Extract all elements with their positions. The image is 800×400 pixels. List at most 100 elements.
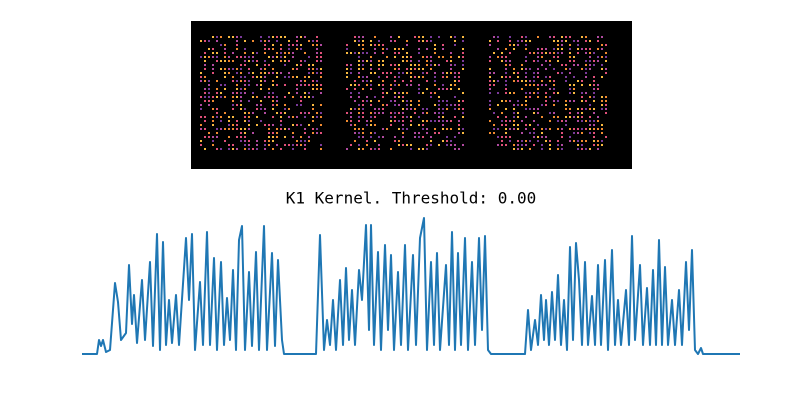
image-dot bbox=[366, 100, 368, 102]
image-dot bbox=[224, 76, 226, 78]
image-dot bbox=[434, 44, 436, 46]
image-dot bbox=[316, 72, 318, 74]
image-dot bbox=[446, 60, 448, 62]
image-dot bbox=[308, 136, 310, 138]
image-dot bbox=[378, 64, 380, 66]
image-dot bbox=[549, 148, 551, 150]
image-dot bbox=[268, 124, 270, 126]
image-dot bbox=[561, 128, 563, 130]
image-dot bbox=[426, 128, 428, 130]
image-dot bbox=[244, 128, 246, 130]
image-dot bbox=[208, 92, 210, 94]
image-dot bbox=[358, 56, 360, 58]
image-dot bbox=[553, 112, 555, 114]
image-dot bbox=[597, 88, 599, 90]
image-dot bbox=[228, 72, 230, 74]
image-dot bbox=[565, 64, 567, 66]
image-dot bbox=[300, 136, 302, 138]
image-dot bbox=[354, 84, 356, 86]
image-dot bbox=[208, 84, 210, 86]
image-dot bbox=[565, 120, 567, 122]
image-dot bbox=[549, 64, 551, 66]
image-dot bbox=[545, 48, 547, 50]
image-dot bbox=[236, 92, 238, 94]
image-dot bbox=[288, 144, 290, 146]
image-dot bbox=[264, 80, 266, 82]
image-dot bbox=[244, 48, 246, 50]
image-dot bbox=[493, 80, 495, 82]
image-dot bbox=[358, 148, 360, 150]
image-dot bbox=[394, 116, 396, 118]
image-dot bbox=[248, 72, 250, 74]
image-dot bbox=[505, 136, 507, 138]
image-dot bbox=[489, 92, 491, 94]
image-dot bbox=[362, 76, 364, 78]
image-dot bbox=[296, 144, 298, 146]
image-dot bbox=[236, 136, 238, 138]
image-dot bbox=[553, 100, 555, 102]
image-dot bbox=[300, 100, 302, 102]
image-dot bbox=[521, 40, 523, 42]
image-dot bbox=[272, 132, 274, 134]
image-dot bbox=[232, 100, 234, 102]
image-dot bbox=[268, 48, 270, 50]
image-dot bbox=[260, 40, 262, 42]
image-dot bbox=[284, 144, 286, 146]
image-dot bbox=[418, 88, 420, 90]
image-dot bbox=[220, 36, 222, 38]
image-dot bbox=[232, 116, 234, 118]
image-dot bbox=[573, 40, 575, 42]
image-dot bbox=[308, 96, 310, 98]
image-dot bbox=[256, 144, 258, 146]
image-dot bbox=[244, 140, 246, 142]
image-dot bbox=[418, 48, 420, 50]
image-dot bbox=[601, 56, 603, 58]
image-dot bbox=[276, 76, 278, 78]
image-dot bbox=[406, 56, 408, 58]
image-dot bbox=[366, 120, 368, 122]
image-dot bbox=[316, 132, 318, 134]
image-dot bbox=[422, 68, 424, 70]
image-dot bbox=[296, 48, 298, 50]
image-dot bbox=[264, 112, 266, 114]
image-dot bbox=[276, 132, 278, 134]
image-dot bbox=[252, 92, 254, 94]
image-dot bbox=[402, 100, 404, 102]
image-dot bbox=[398, 72, 400, 74]
image-dot bbox=[418, 136, 420, 138]
image-dot bbox=[220, 92, 222, 94]
image-dot bbox=[521, 104, 523, 106]
image-dot bbox=[362, 116, 364, 118]
image-dot bbox=[462, 68, 464, 70]
image-dot bbox=[232, 92, 234, 94]
image-dot bbox=[316, 112, 318, 114]
image-dot bbox=[533, 52, 535, 54]
image-dot bbox=[216, 56, 218, 58]
image-dot bbox=[410, 116, 412, 118]
image-dot bbox=[597, 116, 599, 118]
image-dot bbox=[264, 52, 266, 54]
image-dot bbox=[533, 136, 535, 138]
image-dot bbox=[272, 140, 274, 142]
image-dot bbox=[565, 116, 567, 118]
image-dot bbox=[292, 132, 294, 134]
image-dot bbox=[605, 100, 607, 102]
image-dot bbox=[220, 148, 222, 150]
image-dot bbox=[240, 76, 242, 78]
image-dot bbox=[236, 80, 238, 82]
image-dot bbox=[304, 128, 306, 130]
image-dot bbox=[358, 116, 360, 118]
image-dot bbox=[410, 84, 412, 86]
image-dot bbox=[489, 56, 491, 58]
image-dot bbox=[320, 112, 322, 114]
image-dot bbox=[537, 36, 539, 38]
image-dot bbox=[414, 68, 416, 70]
image-dot bbox=[252, 52, 254, 54]
image-dot bbox=[284, 96, 286, 98]
image-dot bbox=[312, 104, 314, 106]
image-dot bbox=[228, 120, 230, 122]
image-dot bbox=[208, 80, 210, 82]
image-dot bbox=[200, 104, 202, 106]
image-dot bbox=[252, 96, 254, 98]
image-dot bbox=[386, 104, 388, 106]
